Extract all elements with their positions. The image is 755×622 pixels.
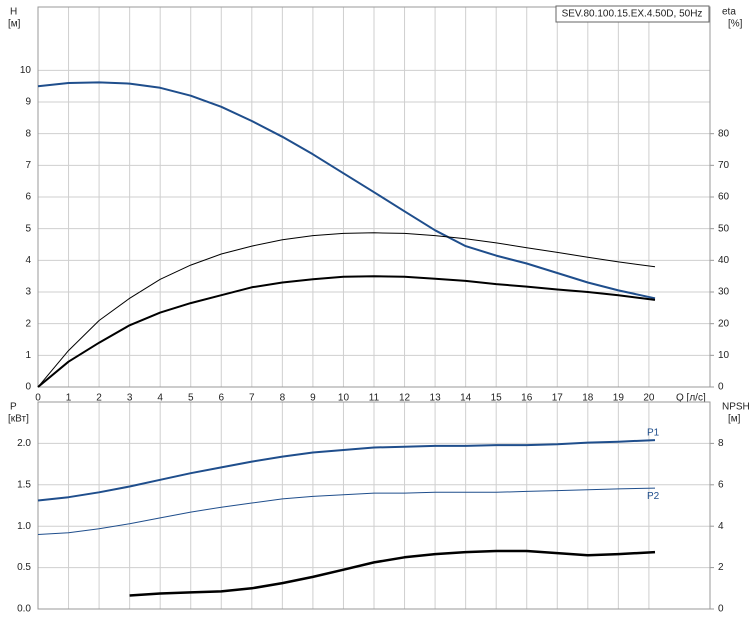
x-tick-label: 20 — [643, 393, 655, 404]
curve — [37, 232, 656, 388]
y2-axis-unit: [%] — [728, 19, 743, 30]
curve — [37, 439, 656, 502]
y-axis-unit: [м] — [8, 19, 21, 30]
y2-tick-label: 30 — [718, 287, 730, 298]
x-tick-label: 13 — [430, 393, 442, 404]
y-tick-label: 3 — [25, 287, 31, 298]
y2-tick-label: 60 — [718, 192, 730, 203]
curve — [37, 81, 656, 300]
y-tick-label: 1.5 — [17, 479, 31, 490]
plot-border — [37, 6, 711, 388]
x-tick-label: 6 — [218, 393, 224, 404]
y-tick-label: 9 — [25, 97, 31, 108]
curve — [37, 487, 656, 535]
x-tick-label: 9 — [310, 393, 316, 404]
x-tick-label: 11 — [369, 393, 380, 404]
x-tick-label: 7 — [249, 393, 255, 404]
y-tick-label: 10 — [20, 65, 32, 76]
y2-tick-label: 8 — [718, 438, 724, 449]
y-tick-label: 0.5 — [17, 562, 31, 573]
curve — [37, 275, 656, 388]
y2-tick-label: 20 — [718, 318, 730, 329]
y-axis-label: P — [10, 402, 17, 413]
x-tick-label: 19 — [613, 393, 625, 404]
y2-tick-label: 70 — [718, 160, 730, 171]
y-tick-label: 2 — [25, 318, 31, 329]
y2-tick-label: 0 — [718, 604, 724, 615]
y-axis-unit: [кВт] — [8, 414, 29, 425]
y-tick-label: 0.0 — [17, 604, 31, 615]
x-tick-label: 12 — [399, 393, 411, 404]
x-tick-label: 0 — [35, 393, 41, 404]
chart-title: SEV.80.100.15.EX.4.50D, 50Hz — [562, 9, 703, 20]
y2-tick-label: 2 — [718, 562, 724, 573]
y-tick-label: 8 — [25, 128, 31, 139]
series-label: P1 — [647, 428, 660, 439]
y2-tick-label: 0 — [718, 382, 724, 393]
curve — [129, 549, 656, 597]
x-tick-label: 18 — [582, 393, 594, 404]
y-tick-label: 2.0 — [17, 438, 31, 449]
x-axis-label: Q [л/с] — [676, 393, 706, 404]
plot-border — [37, 401, 711, 610]
y2-tick-label: 6 — [718, 479, 724, 490]
y-tick-label: 0 — [25, 382, 31, 393]
y-tick-label: 7 — [25, 160, 31, 171]
x-tick-label: 14 — [460, 393, 472, 404]
y-tick-label: 4 — [25, 255, 31, 266]
x-tick-label: 3 — [127, 393, 133, 404]
y-axis-label: H — [10, 7, 17, 18]
title-box — [555, 5, 710, 23]
y2-axis-label: NPSH — [722, 402, 750, 413]
y2-tick-label: 80 — [718, 128, 730, 139]
series-label: P2 — [647, 491, 660, 502]
y2-axis-unit: [м] — [728, 414, 741, 425]
y2-tick-label: 40 — [718, 255, 730, 266]
x-tick-label: 4 — [157, 393, 163, 404]
y-tick-label: 5 — [25, 223, 31, 234]
x-tick-label: 16 — [521, 393, 533, 404]
y-tick-label: 6 — [25, 192, 31, 203]
x-tick-label: 10 — [338, 393, 350, 404]
x-tick-label: 5 — [188, 393, 194, 404]
x-tick-label: 1 — [66, 393, 72, 404]
x-tick-label: 15 — [491, 393, 503, 404]
y-tick-label: 1.0 — [17, 521, 31, 532]
x-tick-label: 17 — [552, 393, 564, 404]
y2-tick-label: 10 — [718, 350, 730, 361]
y2-tick-label: 50 — [718, 223, 730, 234]
y2-axis-label: eta — [722, 7, 736, 18]
y-tick-label: 1 — [25, 350, 31, 361]
y2-tick-label: 4 — [718, 521, 724, 532]
x-tick-label: 8 — [280, 393, 286, 404]
x-tick-label: 2 — [96, 393, 102, 404]
